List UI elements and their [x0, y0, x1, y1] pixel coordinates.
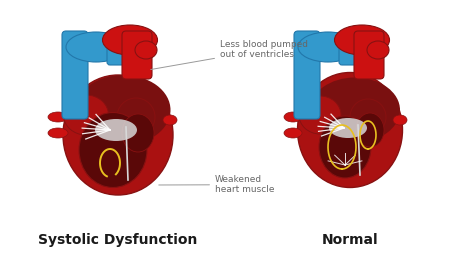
Ellipse shape	[63, 75, 173, 195]
Ellipse shape	[284, 112, 302, 122]
Text: Normal: Normal	[322, 233, 378, 247]
Ellipse shape	[102, 25, 157, 55]
FancyBboxPatch shape	[339, 34, 365, 65]
Ellipse shape	[367, 41, 389, 59]
FancyBboxPatch shape	[294, 31, 320, 119]
Ellipse shape	[319, 116, 371, 178]
Ellipse shape	[64, 95, 109, 135]
Ellipse shape	[66, 32, 126, 62]
Ellipse shape	[329, 118, 367, 138]
Ellipse shape	[75, 75, 171, 145]
Ellipse shape	[163, 115, 177, 125]
Ellipse shape	[95, 119, 137, 141]
Ellipse shape	[284, 128, 302, 138]
Ellipse shape	[298, 32, 358, 62]
Ellipse shape	[299, 96, 341, 134]
Ellipse shape	[350, 99, 386, 135]
FancyBboxPatch shape	[354, 31, 384, 79]
Text: Weakened
heart muscle: Weakened heart muscle	[159, 175, 274, 194]
Ellipse shape	[310, 78, 400, 143]
Ellipse shape	[117, 98, 155, 136]
Ellipse shape	[48, 128, 68, 138]
Ellipse shape	[335, 25, 390, 55]
Ellipse shape	[298, 73, 402, 188]
Ellipse shape	[135, 41, 157, 59]
FancyBboxPatch shape	[122, 31, 152, 79]
Ellipse shape	[356, 113, 384, 147]
Text: Systolic Dysfunction: Systolic Dysfunction	[38, 233, 198, 247]
Ellipse shape	[79, 113, 147, 188]
Ellipse shape	[122, 114, 154, 152]
Ellipse shape	[48, 112, 68, 122]
FancyBboxPatch shape	[62, 31, 88, 119]
Ellipse shape	[393, 115, 407, 125]
FancyBboxPatch shape	[107, 34, 133, 65]
Text: Less blood pumped
out of ventricles: Less blood pumped out of ventricles	[151, 40, 308, 69]
